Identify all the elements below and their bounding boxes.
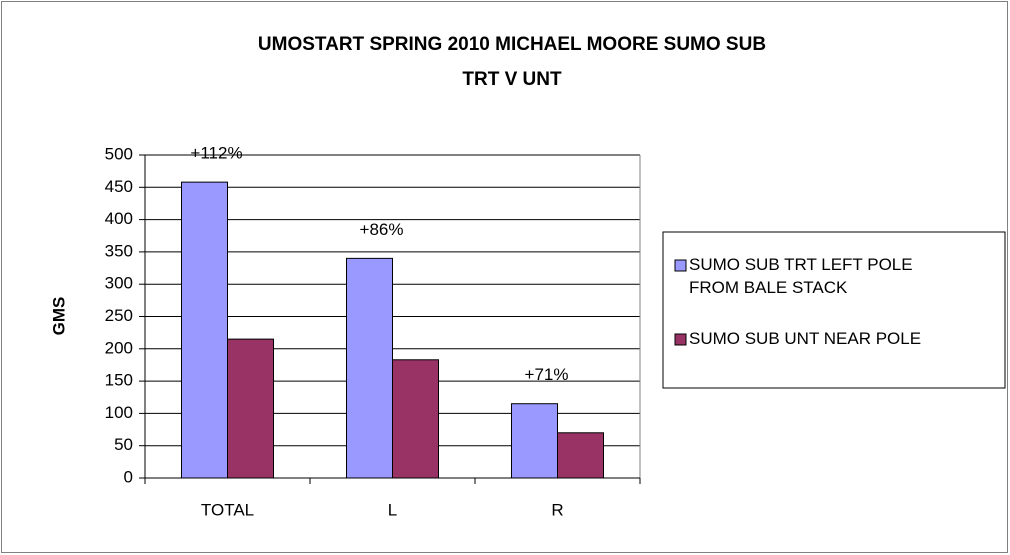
y-tick-label: 300 [105,274,133,293]
y-tick-label: 0 [124,467,133,486]
y-tick-label: 200 [105,338,133,357]
x-tick-label: L [388,500,397,519]
y-axis-label: GMS [49,297,68,336]
x-tick-label: R [551,500,563,519]
y-tick-label: 150 [105,371,133,390]
bar [511,403,558,479]
y-tick-label: 500 [105,144,133,163]
y-tick-label: 250 [105,306,133,325]
annotation: +86% [360,220,404,239]
y-tick-label: 350 [105,241,133,260]
annotation: +71% [525,365,569,384]
legend-swatch [674,259,687,272]
legend-box [662,231,1006,389]
bar [227,338,274,479]
bar [557,432,604,479]
bar [181,181,228,479]
bar [346,257,393,479]
chart-title: UMOSTART SPRING 2010 MICHAEL MOORE SUMO … [258,34,766,55]
annotation: +112% [190,144,242,163]
y-tick-label: 50 [114,435,133,454]
bar [392,359,439,479]
y-tick-label: 100 [105,403,133,422]
y-tick-label: 450 [105,177,133,196]
legend-label: SUMO SUB TRT LEFT POLE FROM BALE STACK [689,255,917,297]
y-tick-label: 400 [105,209,133,228]
chart-title: TRT V UNT [462,69,562,90]
legend-label: SUMO SUB UNT NEAR POLE [689,329,921,348]
x-tick-label: TOTAL [201,500,254,519]
legend-swatch [674,333,687,346]
